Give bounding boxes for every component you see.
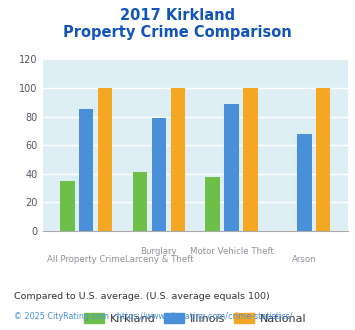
Bar [297,134,312,231]
Bar [170,88,185,231]
Legend: Kirkland, Illinois, National: Kirkland, Illinois, National [80,309,311,328]
Bar [133,172,147,231]
Text: 2017 Kirkland: 2017 Kirkland [120,8,235,23]
Text: Burglary: Burglary [141,247,177,256]
Bar [316,88,331,231]
Text: Larceny & Theft: Larceny & Theft [125,255,193,264]
Bar [206,177,220,231]
Bar [60,181,75,231]
Text: Arson: Arson [292,255,317,264]
Text: Compared to U.S. average. (U.S. average equals 100): Compared to U.S. average. (U.S. average … [14,292,270,301]
Bar [98,88,113,231]
Text: Property Crime Comparison: Property Crime Comparison [63,25,292,40]
Bar [79,110,93,231]
Bar [224,104,239,231]
Bar [243,88,258,231]
Text: Motor Vehicle Theft: Motor Vehicle Theft [190,247,274,256]
Bar [152,118,166,231]
Text: © 2025 CityRating.com - https://www.cityrating.com/crime-statistics/: © 2025 CityRating.com - https://www.city… [14,312,293,321]
Text: All Property Crime: All Property Crime [47,255,125,264]
